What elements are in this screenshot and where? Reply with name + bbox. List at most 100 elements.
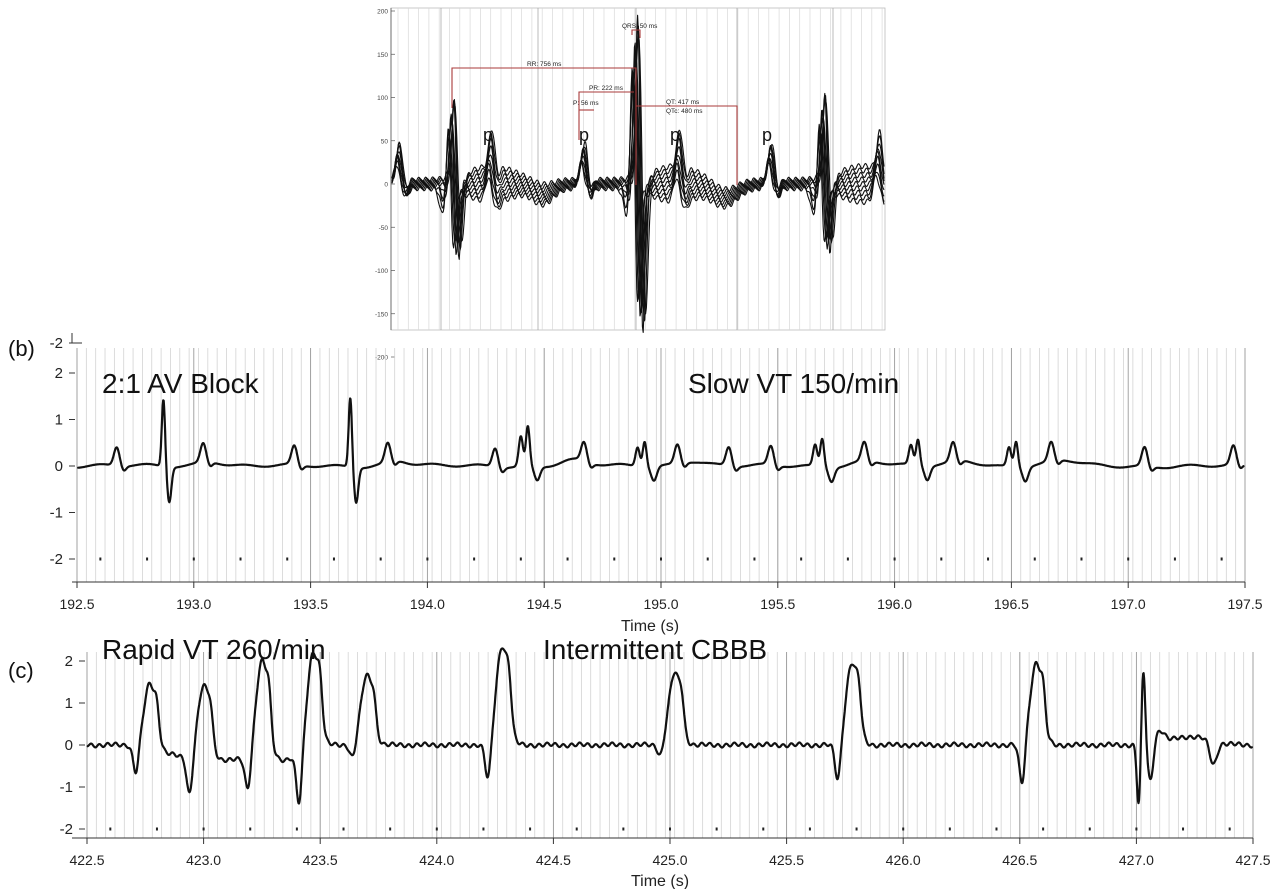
panel-b-x-axis-label: Time (s)	[621, 618, 679, 635]
b-calibration-mark	[379, 557, 382, 561]
panel-a-y-tick-label: 150	[377, 52, 388, 59]
b-calibration-mark	[1127, 557, 1130, 561]
b-calibration-mark	[146, 557, 149, 561]
c-calibration-mark	[435, 827, 438, 831]
c-calibration-mark	[1088, 827, 1091, 831]
c-y-tick-label: 0	[65, 737, 73, 754]
panel-b-axis-corner	[71, 333, 82, 344]
b-calibration-mark	[519, 557, 522, 561]
b-calibration-mark	[1220, 557, 1223, 561]
c-x-tick-label: 425.0	[652, 852, 687, 868]
b-calibration-mark	[426, 557, 429, 561]
panel-b-annotation-av-block: 2:1 AV Block	[102, 368, 260, 399]
pr-interval-marker	[578, 91, 634, 140]
c-calibration-mark	[855, 827, 858, 831]
c-calibration-mark	[202, 827, 205, 831]
b-x-tick-label: 193.5	[293, 596, 328, 612]
c-y-tick-label: -1	[60, 779, 73, 796]
b-y-tick-label: 0	[55, 458, 63, 475]
b-calibration-mark	[332, 557, 335, 561]
c-y-tick-label: -2	[60, 821, 73, 838]
panel-a-y-tick-label: -150	[375, 311, 388, 318]
qtc-interval-label: QTc: 480 ms	[666, 108, 703, 115]
b-y-tick-label: -2	[50, 335, 63, 352]
c-calibration-mark	[948, 827, 951, 831]
panel-a-y-tick-label: 100	[377, 95, 388, 102]
c-calibration-mark	[482, 827, 485, 831]
c-y-tick-label: 1	[65, 695, 73, 712]
panel-a-beat-trace	[391, 25, 885, 322]
rr-interval-marker	[451, 67, 637, 185]
c-x-tick-label: 427.0	[1119, 852, 1154, 868]
qt-interval-label: QT: 417 ms	[666, 99, 700, 106]
panel-a-beat-trace	[391, 35, 885, 315]
b-calibration-mark	[1080, 557, 1083, 561]
panel-c-x-axis-label: Time (s)	[631, 873, 689, 889]
c-calibration-mark	[622, 827, 625, 831]
c-calibration-mark	[109, 827, 112, 831]
c-calibration-mark	[669, 827, 671, 831]
c-calibration-mark	[295, 827, 298, 831]
p-wave-label-3: p	[670, 125, 680, 145]
b-calibration-mark	[192, 557, 195, 561]
panel-a-ensemble-plot: 300250200150100500-50-100-150-200 QRS: 5…	[375, 7, 886, 362]
c-x-tick-label: 422.5	[69, 852, 104, 868]
b-x-tick-label: 196.0	[877, 596, 912, 612]
panel-a-y-tick-label: 0	[384, 182, 388, 189]
b-calibration-mark	[99, 557, 102, 561]
b-y-tick-label: 2	[55, 365, 63, 382]
b-x-tick-label: 197.5	[1227, 596, 1262, 612]
b-calibration-mark	[1173, 557, 1176, 561]
c-calibration-mark	[342, 827, 345, 831]
panel-a-y-tick-label: -50	[379, 225, 389, 232]
panel-c-annotation-rapid-vt: Rapid VT 260/min	[102, 634, 326, 665]
c-calibration-mark	[155, 827, 158, 831]
b-calibration-mark	[706, 557, 709, 561]
b-x-tick-label: 197.0	[1111, 596, 1146, 612]
panel-a-beat-trace	[391, 72, 885, 300]
panel-b-label: (b)	[8, 336, 35, 361]
panel-c-ecg-strip: (c) 422.5 423.0 423.5 424.0 424.5 425.0 425.5 4…	[8, 634, 1271, 890]
p-wave-label-4: p	[762, 125, 772, 145]
c-x-tick-label: 426.0	[886, 852, 921, 868]
b-calibration-mark	[613, 557, 616, 561]
c-calibration-mark	[1228, 827, 1231, 831]
c-calibration-mark	[762, 827, 765, 831]
b-y-tick-label: -1	[50, 505, 63, 522]
b-calibration-mark	[987, 557, 990, 561]
b-calibration-mark	[660, 557, 662, 561]
panel-b-ecg-strip: (b) 192.5 193.0 193.5 194.0 194.5 195.0 195.5 1…	[8, 333, 1263, 635]
c-calibration-mark	[1182, 827, 1185, 831]
c-calibration-mark	[575, 827, 578, 831]
b-calibration-mark	[286, 557, 289, 561]
c-x-tick-label: 427.5	[1235, 852, 1270, 868]
c-calibration-mark	[529, 827, 532, 831]
b-calibration-mark	[753, 557, 756, 561]
c-x-tick-label: 426.5	[1002, 852, 1037, 868]
c-x-tick-label: 425.5	[769, 852, 804, 868]
qrs-interval-label: QRS: 50 ms	[622, 23, 658, 30]
c-calibration-mark	[389, 827, 392, 831]
pr-interval-label: PR: 222 ms	[589, 85, 624, 92]
p-wave-label-1: p	[483, 125, 493, 145]
b-x-tick-label: 192.5	[59, 596, 94, 612]
c-x-tick-label: 423.5	[303, 852, 338, 868]
panel-a-y-tick-label: -100	[375, 268, 388, 275]
b-x-tick-label: 195.0	[643, 596, 678, 612]
c-x-tick-label: 424.0	[419, 852, 454, 868]
c-calibration-mark	[1135, 827, 1138, 831]
p-interval-label: P: 56 ms	[573, 100, 599, 107]
b-y-tick-label: -2	[50, 551, 63, 568]
interval-markers	[451, 29, 738, 185]
b-calibration-mark	[239, 557, 242, 561]
b-calibration-mark	[1033, 557, 1036, 561]
p-wave-label-2: p	[579, 125, 589, 145]
c-calibration-mark	[808, 827, 811, 831]
panel-a-beat-trace	[391, 14, 885, 333]
b-y-tick-label: 1	[55, 412, 63, 429]
c-calibration-mark	[249, 827, 252, 831]
panel-b-annotation-slow-vt: Slow VT 150/min	[688, 368, 899, 399]
panel-c-label: (c)	[8, 658, 34, 683]
b-x-tick-label: 193.0	[176, 596, 211, 612]
